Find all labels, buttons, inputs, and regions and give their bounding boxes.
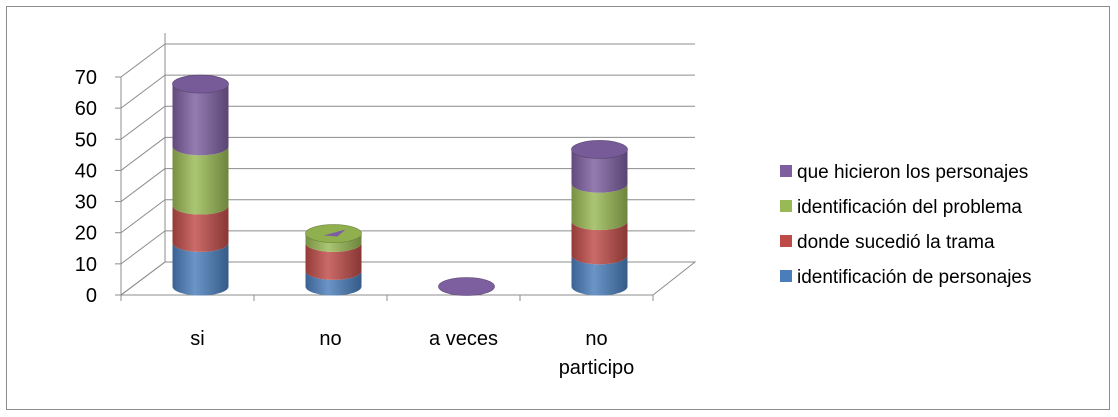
side-gridline <box>120 230 166 265</box>
bar-segment-body <box>571 221 628 265</box>
legend-item: que hicieron los personajes <box>780 162 1028 183</box>
bar-segment-body <box>172 205 229 252</box>
legend-swatch <box>780 270 792 282</box>
bar-segment-body <box>172 146 229 215</box>
bar-top-cap <box>571 140 628 159</box>
legend-label: donde sucedió la trama <box>797 232 995 253</box>
side-wall <box>115 43 166 296</box>
bar-segment-body <box>305 242 362 280</box>
bar-segment-body <box>571 149 628 193</box>
y-axis-labels: 0 10 20 30 40 50 60 70 <box>75 67 97 307</box>
y-tick-label: 30 <box>75 192 97 214</box>
legend-swatch <box>780 200 792 212</box>
bars <box>172 74 628 296</box>
bar-segment <box>305 242 362 280</box>
bar-segment <box>172 146 229 215</box>
legend-label: identificación del problema <box>797 197 1022 218</box>
y-tick-label: 50 <box>75 129 97 151</box>
side-gridline <box>120 261 166 296</box>
y-tick-label: 60 <box>75 98 97 120</box>
side-gridline <box>120 105 166 140</box>
y-tick-label: 0 <box>86 285 97 307</box>
x-tick-label: participo <box>559 357 635 379</box>
bar-segment <box>571 255 628 296</box>
x-tick-label: no <box>585 328 607 350</box>
x-tick-label: si <box>190 328 204 350</box>
legend: que hicieron los personajes identificació… <box>780 162 1032 288</box>
x-tick-label: a veces <box>429 328 498 350</box>
bar-segment <box>571 149 628 193</box>
side-gridline <box>120 168 166 202</box>
legend-swatch <box>780 165 792 177</box>
y-tick-label: 40 <box>75 160 97 182</box>
side-gridline <box>120 199 166 234</box>
bar-empty-disk <box>438 277 495 296</box>
bar-segment <box>172 242 229 296</box>
bar-segment <box>172 205 229 252</box>
bar-segment-body <box>305 270 362 296</box>
x-tick-label: no <box>319 328 341 350</box>
bar-segment-body <box>571 255 628 296</box>
bar-segment <box>571 183 628 231</box>
legend-item: donde sucedió la trama <box>780 232 995 253</box>
y-tick-label: 70 <box>75 67 97 89</box>
bar-top-cap <box>172 74 229 94</box>
side-gridline <box>120 137 166 171</box>
legend-label: identificación de personajes <box>797 267 1032 288</box>
bar-segment-body <box>172 242 229 296</box>
y-tick-label: 20 <box>75 223 97 245</box>
bar-segment <box>571 221 628 265</box>
legend-label: que hicieron los personajes <box>797 162 1028 183</box>
x-axis-labels: si no a veces no participo <box>190 328 634 379</box>
side-gridline <box>120 74 166 109</box>
bar-segment <box>305 270 362 296</box>
legend-item: identificación de personajes <box>780 267 1032 288</box>
y-tick-label: 10 <box>75 254 97 276</box>
side-gridline <box>120 43 166 78</box>
bar-segment <box>172 84 229 156</box>
legend-item: identificación del problema <box>780 197 1022 218</box>
bar-segment-body <box>571 183 628 231</box>
legend-swatch <box>780 235 792 247</box>
bar-segment-body <box>172 84 229 156</box>
bar-top-sliver <box>323 229 346 237</box>
